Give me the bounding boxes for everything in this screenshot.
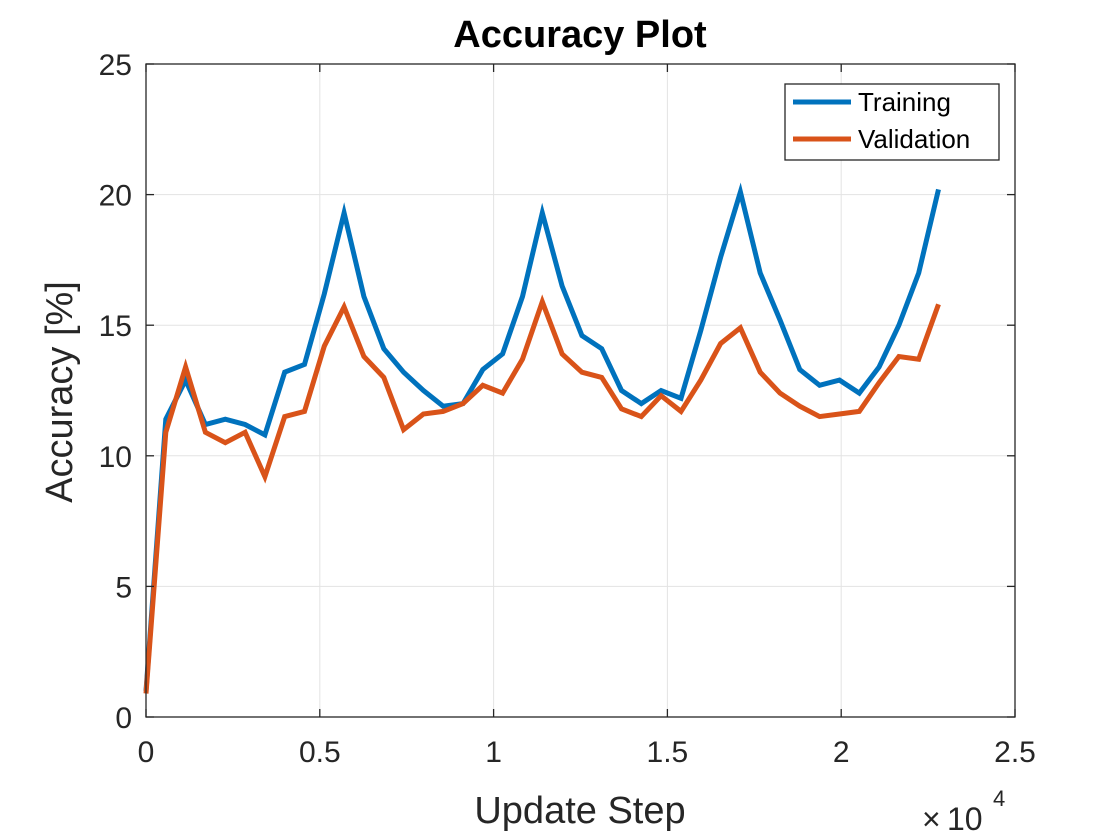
y-tick-label: 15 — [99, 310, 132, 343]
x-tick-label: 0 — [138, 736, 155, 769]
x-axis-exponent-times: × — [922, 801, 941, 837]
series-line-training — [143, 182, 941, 692]
y-axis-label: Accuracy [%] — [39, 281, 81, 503]
x-axis-exponent: × 10 4 — [922, 786, 1005, 837]
x-tick-label: 1 — [485, 736, 502, 769]
legend: Training Validation — [784, 83, 1000, 161]
y-tick-label: 20 — [99, 180, 132, 213]
x-tick-label: 1.5 — [647, 736, 689, 769]
y-axis-ticks: 0 5 10 15 20 25 — [99, 49, 1015, 735]
x-tick-label: 0.5 — [299, 736, 341, 769]
x-tick-label: 2 — [833, 736, 850, 769]
x-axis-exponent-base: 10 — [947, 801, 983, 837]
y-tick-label: 25 — [99, 49, 132, 82]
x-axis-ticks: 0 0.5 1 1.5 2 2.5 — [138, 64, 1036, 769]
y-tick-label: 10 — [99, 441, 132, 474]
series-lines — [143, 182, 941, 694]
x-axis-exponent-power: 4 — [993, 786, 1005, 811]
chart-title: Accuracy Plot — [453, 14, 707, 56]
y-tick-label: 0 — [115, 702, 132, 735]
series-line-validation — [143, 294, 941, 694]
legend-label-training: Training — [858, 87, 951, 117]
x-axis-label: Update Step — [474, 790, 685, 832]
x-tick-label: 2.5 — [994, 736, 1036, 769]
legend-box — [784, 83, 1000, 161]
y-tick-label: 5 — [115, 571, 132, 604]
legend-label-validation: Validation — [858, 124, 970, 154]
plot-frame — [145, 63, 1016, 718]
